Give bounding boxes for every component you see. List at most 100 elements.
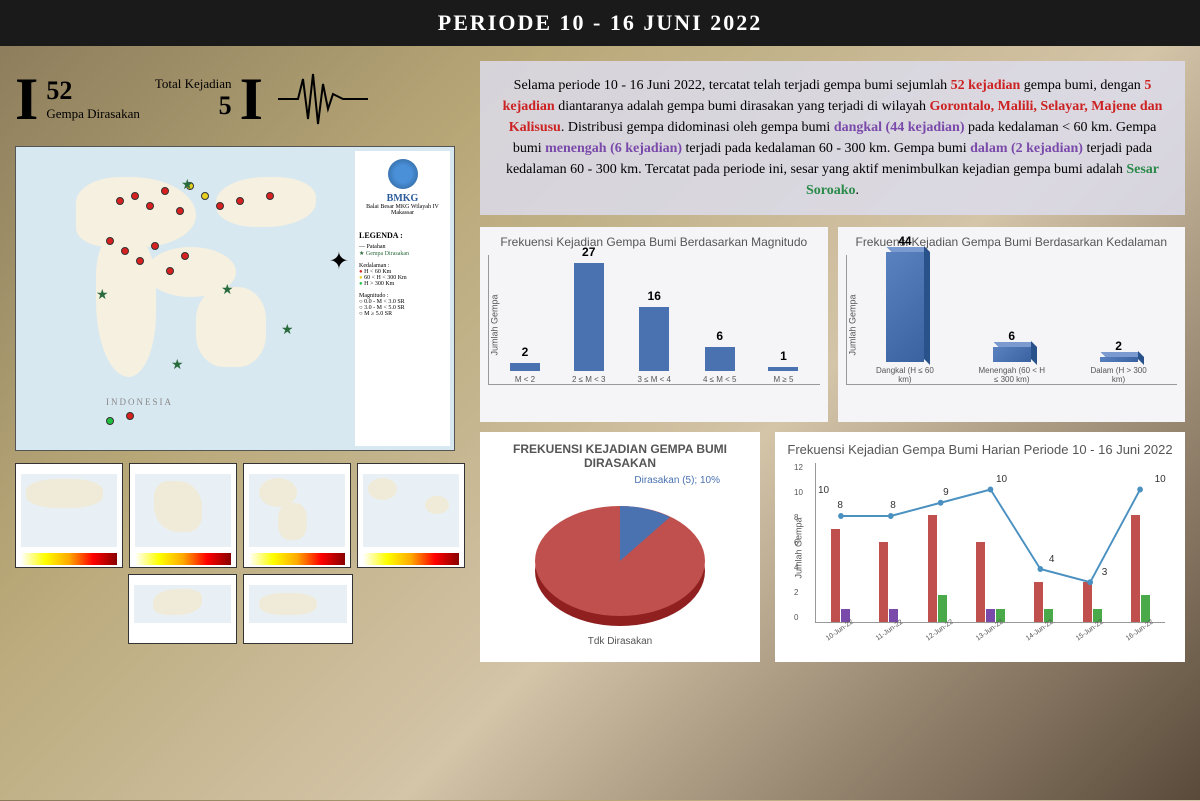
header-title: PERIODE 10 - 16 JUNI 2022	[438, 10, 762, 35]
desc-text: gempa bumi, dengan	[1020, 78, 1144, 93]
summary-text-box: Selama periode 10 - 16 Juni 2022, tercat…	[480, 61, 1185, 215]
bar-column: 64 ≤ M < 5	[703, 347, 737, 384]
shakemap-thumb	[129, 463, 237, 568]
bar-column: 27 2 ≤ M < 3	[572, 263, 606, 384]
left-column: I 52 Gempa Dirasakan Total Kejadian 5 I	[0, 46, 480, 801]
epicenter-dot	[216, 202, 224, 210]
desc-text: diantaranya adalah gempa bumi dirasakan …	[555, 99, 930, 114]
epicenter-dot	[116, 197, 124, 205]
stat-felt-label: Gempa Dirasakan	[46, 106, 140, 122]
bottom-charts-row: FREKUENSI KEJADIAN GEMPA BUMI DIRASAKAN …	[480, 432, 1185, 662]
bar-column: 1 M ≥ 5	[768, 367, 798, 384]
bar: 2	[1100, 357, 1138, 362]
compass-icon: ✦	[329, 247, 349, 276]
main-epicenter-map: INDONESIA ✦ ★ ★ ★ ★ ★ BMKG Balai Besar MKG W…	[15, 146, 455, 451]
page-header: PERIODE 10 - 16 JUNI 2022	[0, 0, 1200, 46]
bar: 44	[886, 252, 924, 362]
epicenter-dot	[121, 247, 129, 255]
bar-value: 44	[898, 234, 911, 248]
bar-xlabel: M < 2	[515, 375, 535, 384]
bar-value: 27	[582, 245, 595, 259]
bar-column: 163 ≤ M < 4	[637, 307, 671, 384]
y-tick: 2	[794, 588, 803, 597]
stat-felt-value: 5	[155, 91, 232, 121]
epicenter-dot	[166, 267, 174, 275]
bar: 2	[510, 363, 540, 371]
line-point-label: 10	[818, 485, 829, 496]
epicenter-dot	[126, 412, 134, 420]
legend-org: BMKG	[359, 193, 446, 204]
epicenter-dot	[106, 237, 114, 245]
epicenter-dot	[201, 192, 209, 200]
line-point-label: 4	[1049, 554, 1055, 565]
line-point-label: 10	[1155, 474, 1166, 485]
stat-total-value: 52	[46, 76, 140, 106]
shakemap-thumb	[128, 574, 238, 644]
bar-xlabel: Dangkal (H ≤ 60 km)	[870, 366, 940, 384]
map-country-label: INDONESIA	[106, 397, 173, 407]
line-point-label: 3	[1102, 567, 1108, 578]
bracket-icon: I	[15, 75, 38, 123]
epicenter-dot	[136, 257, 144, 265]
bmkg-logo-icon	[388, 159, 418, 189]
pie-chart	[520, 486, 720, 636]
shakemap-thumb	[357, 463, 465, 568]
desc-highlight: menengah (6 kejadian)	[545, 141, 682, 156]
bar: 6	[705, 347, 735, 371]
daily-chart-box: Frekuensi Kejadian Gempa Bumi Harian Per…	[775, 432, 1185, 662]
felt-star-icon: ★	[96, 287, 109, 304]
epicenter-dot	[176, 207, 184, 215]
felt-star-icon: ★	[171, 357, 184, 374]
epicenter-dot	[266, 192, 274, 200]
desc-text: .	[856, 183, 860, 198]
shakemap-thumb	[243, 463, 351, 568]
y-axis-label: Jumlah Gempa	[490, 294, 500, 355]
desc-text: Selama periode 10 - 16 Juni 2022, tercat…	[514, 78, 951, 93]
bar-value: 16	[648, 289, 661, 303]
line-point-label: 10	[996, 474, 1007, 485]
bar-column: 2 M < 2	[510, 363, 540, 384]
bar: 1	[768, 367, 798, 371]
epicenter-dot	[131, 192, 139, 200]
chart-title: Frekuensi Kejadian Gempa Bumi Berdasarka…	[488, 235, 820, 249]
desc-highlight: 52 kejadian	[951, 78, 1021, 93]
bar-value: 2	[1115, 339, 1122, 353]
desc-text: terjadi pada kedalaman 60 - 300 km. Gemp…	[682, 141, 970, 156]
bar-chart-area: Jumlah Gempa 44Dangkal (H ≤ 60 km)6Menen…	[846, 255, 1178, 385]
desc-highlight: dalam (2 kejadian)	[970, 141, 1083, 156]
daily-title: Frekuensi Kejadian Gempa Bumi Harian Per…	[785, 442, 1175, 457]
bar-xlabel: M ≥ 5	[773, 375, 793, 384]
shakemap-thumb	[243, 574, 353, 644]
shakemap-thumb	[15, 463, 123, 568]
epicenter-dot	[236, 197, 244, 205]
seismic-wave-icon	[278, 69, 368, 129]
desc-highlight: dangkal (44 kejadian)	[834, 120, 965, 135]
stat-total-label: Total Kejadian	[155, 76, 232, 92]
felt-star-icon: ★	[221, 282, 234, 299]
y-tick: 0	[794, 613, 803, 622]
legend-heading: LEGENDA :	[359, 231, 446, 240]
daily-chart-area: 024681012 Jumlah Gempa 88910431010	[815, 463, 1165, 623]
bar-xlabel: 2 ≤ M < 3	[572, 375, 606, 384]
stat-felt: Total Kejadian 5 I	[155, 75, 263, 123]
stat-total: I 52 Gempa Dirasakan	[15, 75, 140, 123]
shakemap-thumbnails	[15, 463, 465, 568]
line-point-label: 8	[837, 500, 843, 511]
bar: 27	[574, 263, 604, 371]
felt-star-icon: ★	[281, 322, 294, 339]
epicenter-dot	[181, 252, 189, 260]
legend-office: Balai Besar MKG Wilayah IV Makassar	[359, 204, 446, 216]
line-point-label: 8	[890, 500, 896, 511]
y-tick: 12	[794, 463, 803, 472]
bar-chart-area: Jumlah Gempa 2 M < 2 27 2 ≤ M < 3 163 ≤ M < …	[488, 255, 820, 385]
daily-line-overlay	[816, 463, 1165, 622]
bar-value: 1	[780, 349, 787, 363]
pie-notfelt-label: Tdk Dirasakan	[490, 636, 750, 647]
epicenter-dot	[151, 242, 159, 250]
felt-star-icon: ★	[181, 177, 194, 194]
bar-value: 2	[522, 345, 529, 359]
stats-row: I 52 Gempa Dirasakan Total Kejadian 5 I	[15, 61, 465, 136]
bar: 16	[639, 307, 669, 371]
y-tick: 10	[794, 488, 803, 497]
right-column: Selama periode 10 - 16 Juni 2022, tercat…	[480, 46, 1200, 801]
